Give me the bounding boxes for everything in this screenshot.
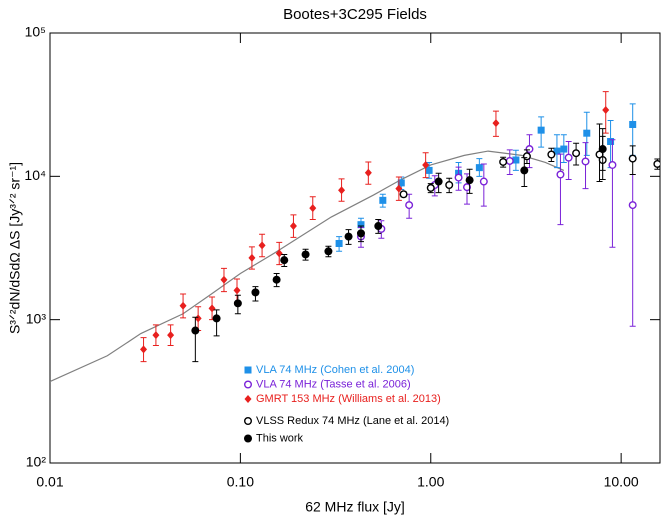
marker xyxy=(426,183,435,192)
marker xyxy=(275,249,283,258)
marker xyxy=(364,168,372,177)
marker xyxy=(338,186,346,195)
y-axis-label: S³ᐟ²dN/dSdΩ ΔS [Jy³ᐟ² sr⁻¹] xyxy=(7,162,23,334)
marker xyxy=(405,201,414,210)
marker xyxy=(251,288,260,297)
marker xyxy=(272,275,281,284)
marker xyxy=(335,239,343,247)
marker xyxy=(194,314,202,323)
error-bar xyxy=(213,309,220,337)
marker xyxy=(301,250,310,259)
marker xyxy=(479,177,488,186)
legend-label: GMRT 153 MHz (Williams et al. 2013) xyxy=(256,393,441,405)
marker xyxy=(309,204,317,213)
marker xyxy=(212,314,221,323)
marker xyxy=(140,345,148,354)
marker xyxy=(505,156,514,165)
y-tick-label: 10⁵ xyxy=(25,24,46,40)
marker xyxy=(512,156,520,164)
marker xyxy=(191,326,200,335)
marker xyxy=(564,153,573,162)
marker xyxy=(395,184,403,193)
marker xyxy=(422,160,430,169)
marker xyxy=(520,166,529,175)
error-bar xyxy=(629,173,636,327)
marker xyxy=(525,145,534,154)
error-bar xyxy=(582,142,589,190)
error-bar xyxy=(192,316,199,363)
marker xyxy=(581,157,590,166)
marker xyxy=(607,137,615,145)
marker xyxy=(399,190,408,199)
marker xyxy=(167,331,175,340)
legend-marker xyxy=(244,434,252,443)
marker xyxy=(492,119,500,128)
marker xyxy=(233,286,241,295)
marker xyxy=(434,177,443,186)
marker xyxy=(465,176,474,185)
legend-marker xyxy=(244,395,252,403)
legend-marker xyxy=(243,417,252,426)
marker xyxy=(608,160,617,169)
marker xyxy=(179,301,187,310)
x-tick-label: 0.10 xyxy=(227,474,254,490)
marker xyxy=(233,299,242,308)
error-bar xyxy=(609,139,616,248)
marker xyxy=(445,181,454,190)
marker xyxy=(560,145,568,153)
marker xyxy=(556,170,565,179)
marker xyxy=(374,222,383,231)
x-tick-label: 1.00 xyxy=(417,474,444,490)
marker xyxy=(248,253,256,262)
legend-marker xyxy=(243,380,252,389)
marker xyxy=(462,183,471,192)
legend-label: This work xyxy=(256,432,304,444)
marker xyxy=(629,120,637,128)
marker xyxy=(628,154,637,163)
marker xyxy=(379,196,387,204)
marker xyxy=(425,166,433,174)
marker xyxy=(208,304,216,313)
model-line xyxy=(50,150,565,383)
marker xyxy=(602,106,610,115)
marker xyxy=(220,275,228,284)
y-tick-label: 10⁴ xyxy=(24,167,46,183)
marker xyxy=(280,256,289,265)
error-bar xyxy=(557,153,564,226)
marker xyxy=(454,173,463,182)
legend-marker xyxy=(244,366,252,374)
marker xyxy=(289,222,297,231)
marker xyxy=(547,150,556,159)
marker xyxy=(356,229,365,238)
plot-area xyxy=(50,91,660,383)
x-axis-label: 62 MHz flux [Jy] xyxy=(305,499,405,515)
marker xyxy=(553,147,561,155)
marker xyxy=(583,129,591,137)
legend-label: VLSS Redux 74 MHz (Lane et al. 2014) xyxy=(256,415,449,427)
marker xyxy=(499,157,508,166)
x-tick-label: 10.00 xyxy=(604,474,639,490)
marker xyxy=(258,241,266,250)
marker xyxy=(152,331,160,340)
legend-label: VLA 74 MHz (Cohen et al. 2004) xyxy=(256,364,414,376)
marker xyxy=(653,159,660,168)
marker xyxy=(397,179,405,187)
marker xyxy=(324,247,333,256)
marker xyxy=(344,232,353,241)
plot-frame xyxy=(49,32,661,464)
y-tick-label: 10³ xyxy=(26,310,47,326)
marker xyxy=(598,145,607,154)
x-tick-label: 0.01 xyxy=(36,474,63,490)
marker xyxy=(537,126,545,134)
legend-label: VLA 74 MHz (Tasse et al. 2006) xyxy=(256,378,411,390)
marker xyxy=(475,164,483,172)
y-tick-label: 10² xyxy=(26,454,47,470)
marker xyxy=(572,149,581,158)
chart-title: Bootes+3C295 Fields xyxy=(283,6,427,23)
marker xyxy=(628,201,637,210)
marker xyxy=(357,221,365,229)
